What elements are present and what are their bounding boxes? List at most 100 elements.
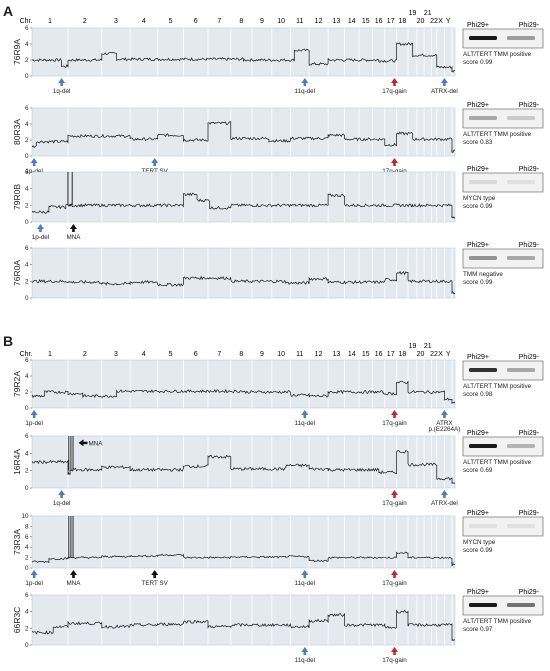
chromosome-label: 21 [424,343,432,350]
y-tick-label: 4 [25,262,29,269]
sample-name: 76R9A [12,39,22,65]
chromosome-label: 14 [348,351,356,358]
annotation-arrow [301,410,309,418]
gel-box [462,108,544,129]
gel-band-pos [469,603,497,607]
annotation-arrow [440,490,448,498]
chromosome-label: X [438,18,443,25]
tmm-result: ALT/TERT TMM positive [463,459,532,466]
sample-name: 66R3C [12,607,22,633]
annotation-arrow [78,439,88,447]
chromosome-label: 6 [194,351,198,358]
annotation-label: TERT SV [141,580,168,587]
copy-number-trace [31,42,456,73]
chromosome-label: 7 [217,18,221,25]
gel-band-pos [469,116,497,120]
gel-header-pos: Phi29+ [467,166,489,173]
chromosome-label: Y [446,18,451,25]
gel-header-pos: Phi29+ [467,102,489,109]
y-tick-label: 4 [25,450,29,457]
y-tick-label: 6 [25,433,29,440]
sample-name: 76R0A [12,260,22,286]
chromosome-label: 20 [417,351,425,358]
copy-number-trace [31,121,456,153]
annotation-label: 1p-del [25,580,43,587]
chromosome-label: 22 [430,18,438,25]
gel-box [462,360,544,381]
annotation-arrow [301,570,309,578]
chromosome-label: 19 [409,343,417,350]
gel-box [462,28,544,49]
y-tick-label: 6 [25,105,29,112]
gel-header-neg: Phi29- [519,510,540,517]
gel-header-pos: Phi29+ [467,354,489,361]
chromosome-label: 10 [277,18,285,25]
chromosome-label: 18 [398,351,406,358]
panel-a-label: A [3,3,14,19]
chromosome-label: 8 [239,351,243,358]
sample-name: 79R2A [12,371,22,397]
annotation-arrow [440,78,448,86]
chromosome-label: 2 [83,18,87,25]
annotation-arrow [58,490,66,498]
gel-band-pos [469,36,497,40]
annotation-arrow [301,647,309,655]
tmm-score: score 0.69 [463,467,493,474]
tmm-result: ALT/TERT TMM positive [463,51,532,58]
annotation-arrow [440,410,448,418]
chromosome-label: 7 [217,351,221,358]
annotation-arrow [30,158,38,166]
gel-header-neg: Phi29- [519,430,540,437]
chromosome-label: 1 [48,351,52,358]
annotation-label: ATRX-del [431,500,458,507]
gel-header-neg: Phi29- [519,354,540,361]
panel-b-label: B [3,333,14,349]
annotation-label: 17q-gain [382,500,407,507]
gel-header-neg: Phi29- [519,166,540,173]
annotation-sublabel: p.(E2264A) [428,426,460,433]
y-tick-label: 4 [25,544,29,551]
gel-header-neg: Phi29- [519,22,540,29]
annotation-label: 17q-gain [382,657,407,664]
annotation-arrow [58,78,66,86]
cnv-plot: 6 4 2 0 76R9A 1q-del 11q-del 17q-gain ATRX-del [12,25,458,95]
gel-band-pos [469,524,497,528]
annotation-arrow [69,224,77,232]
chromosome-label: 9 [260,351,264,358]
tmm-result: TMM negative [463,271,503,278]
annotation-label: 17q-gain [382,580,407,587]
tmm-score: score 0.83 [463,139,493,146]
gel-band-pos [469,180,497,184]
cnv-plot: 6 4 2 0 80R3A 1p-del TERT SV 17q-gain [12,105,456,175]
y-tick-label: 2 [25,555,29,562]
annotation-label: 17q-gain [382,168,407,175]
y-tick-label: 6 [25,357,29,364]
chromosome-label: X [438,351,443,358]
annotation-label: 1p-del [32,234,50,241]
chromosome-label: 12 [315,18,323,25]
chromosome-label: 18 [398,18,406,25]
annotation-label: 1q-del [53,88,71,95]
y-tick-label: 4 [25,373,29,380]
chromosome-label: 2 [83,351,87,358]
y-tick-label: 6 [25,169,29,176]
chromosome-label: 10 [277,351,285,358]
chromosome-label: 17 [387,18,395,25]
chromosome-label: 11 [296,18,303,25]
y-tick-label: 4 [25,186,29,193]
y-tick-label: 2 [25,202,29,209]
annotation-arrow [301,78,309,86]
annotation-label: 11q-del [295,420,316,427]
y-tick-label: 4 [25,121,29,128]
tmm-score: score 0.99 [463,59,493,66]
annotation-arrow [30,410,38,418]
cnv-plot: 6 4 2 0 79R2A 1p-del 11q-del 17q-gain ATRXp.(E22… [12,357,460,433]
gel-band-neg [507,180,535,184]
plot-background [31,171,456,223]
tmm-score: score 0.98 [463,391,493,398]
